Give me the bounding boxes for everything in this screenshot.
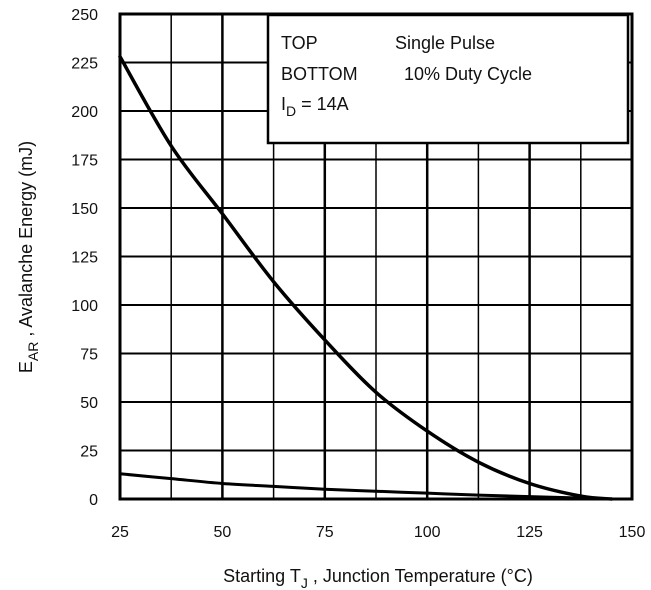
- tick-labels: 25 50 75 100 125 150 0 25 50 75 100 125 150 175 200 225…: [71, 7, 645, 541]
- y-axis-title-suffix: , Avalanche Energy (mJ): [16, 141, 36, 342]
- x-tick-label: 75: [316, 524, 334, 541]
- legend-row3-subscript: D: [286, 103, 296, 119]
- x-axis-title-suffix: , Junction Temperature (°C): [308, 566, 533, 586]
- y-tick-label: 100: [71, 298, 98, 315]
- y-axis-title: EAR , Avalanche Energy (mJ): [16, 141, 41, 373]
- series-lines: [118, 54, 614, 501]
- legend-row3-prefix: I: [281, 94, 286, 114]
- legend-row3: ID = 14A: [281, 94, 349, 119]
- legend: TOP Single Pulse BOTTOM 10% Duty Cycle I…: [266, 13, 630, 145]
- x-axis-title-subscript: J: [301, 575, 308, 590]
- legend-row2-value: 10% Duty Cycle: [404, 64, 532, 84]
- legend-row2-key: BOTTOM: [281, 64, 358, 84]
- y-tick-label: 250: [71, 7, 98, 24]
- legend-row3-suffix: = 14A: [296, 94, 349, 114]
- x-tick-label: 100: [414, 524, 441, 541]
- legend-row1-key: TOP: [281, 33, 318, 53]
- x-tick-label: 25: [111, 524, 129, 541]
- y-tick-label: 0: [89, 492, 98, 509]
- series-line-single-pulse: [118, 54, 614, 501]
- y-tick-label: 125: [71, 250, 98, 267]
- legend-box: [266, 13, 630, 145]
- x-tick-label: 150: [619, 524, 646, 541]
- x-tick-label: 50: [214, 524, 232, 541]
- y-axis-title-prefix: E: [16, 361, 36, 373]
- y-tick-label: 200: [71, 104, 98, 121]
- x-tick-label: 125: [516, 524, 543, 541]
- legend-row1-value: Single Pulse: [395, 33, 495, 53]
- y-tick-label: 225: [71, 56, 98, 73]
- y-axis-title-subscript: AR: [25, 342, 41, 361]
- y-tick-label: 175: [71, 153, 98, 170]
- series-line-duty-cycle: [118, 472, 614, 501]
- y-tick-label: 75: [80, 347, 98, 364]
- x-axis-title-prefix: Starting T: [223, 566, 301, 586]
- y-tick-label: 50: [80, 395, 98, 412]
- y-tick-label: 25: [80, 444, 98, 461]
- y-tick-label: 150: [71, 201, 98, 218]
- x-axis-title: Starting TJ , Junction Temperature (°C): [223, 566, 533, 590]
